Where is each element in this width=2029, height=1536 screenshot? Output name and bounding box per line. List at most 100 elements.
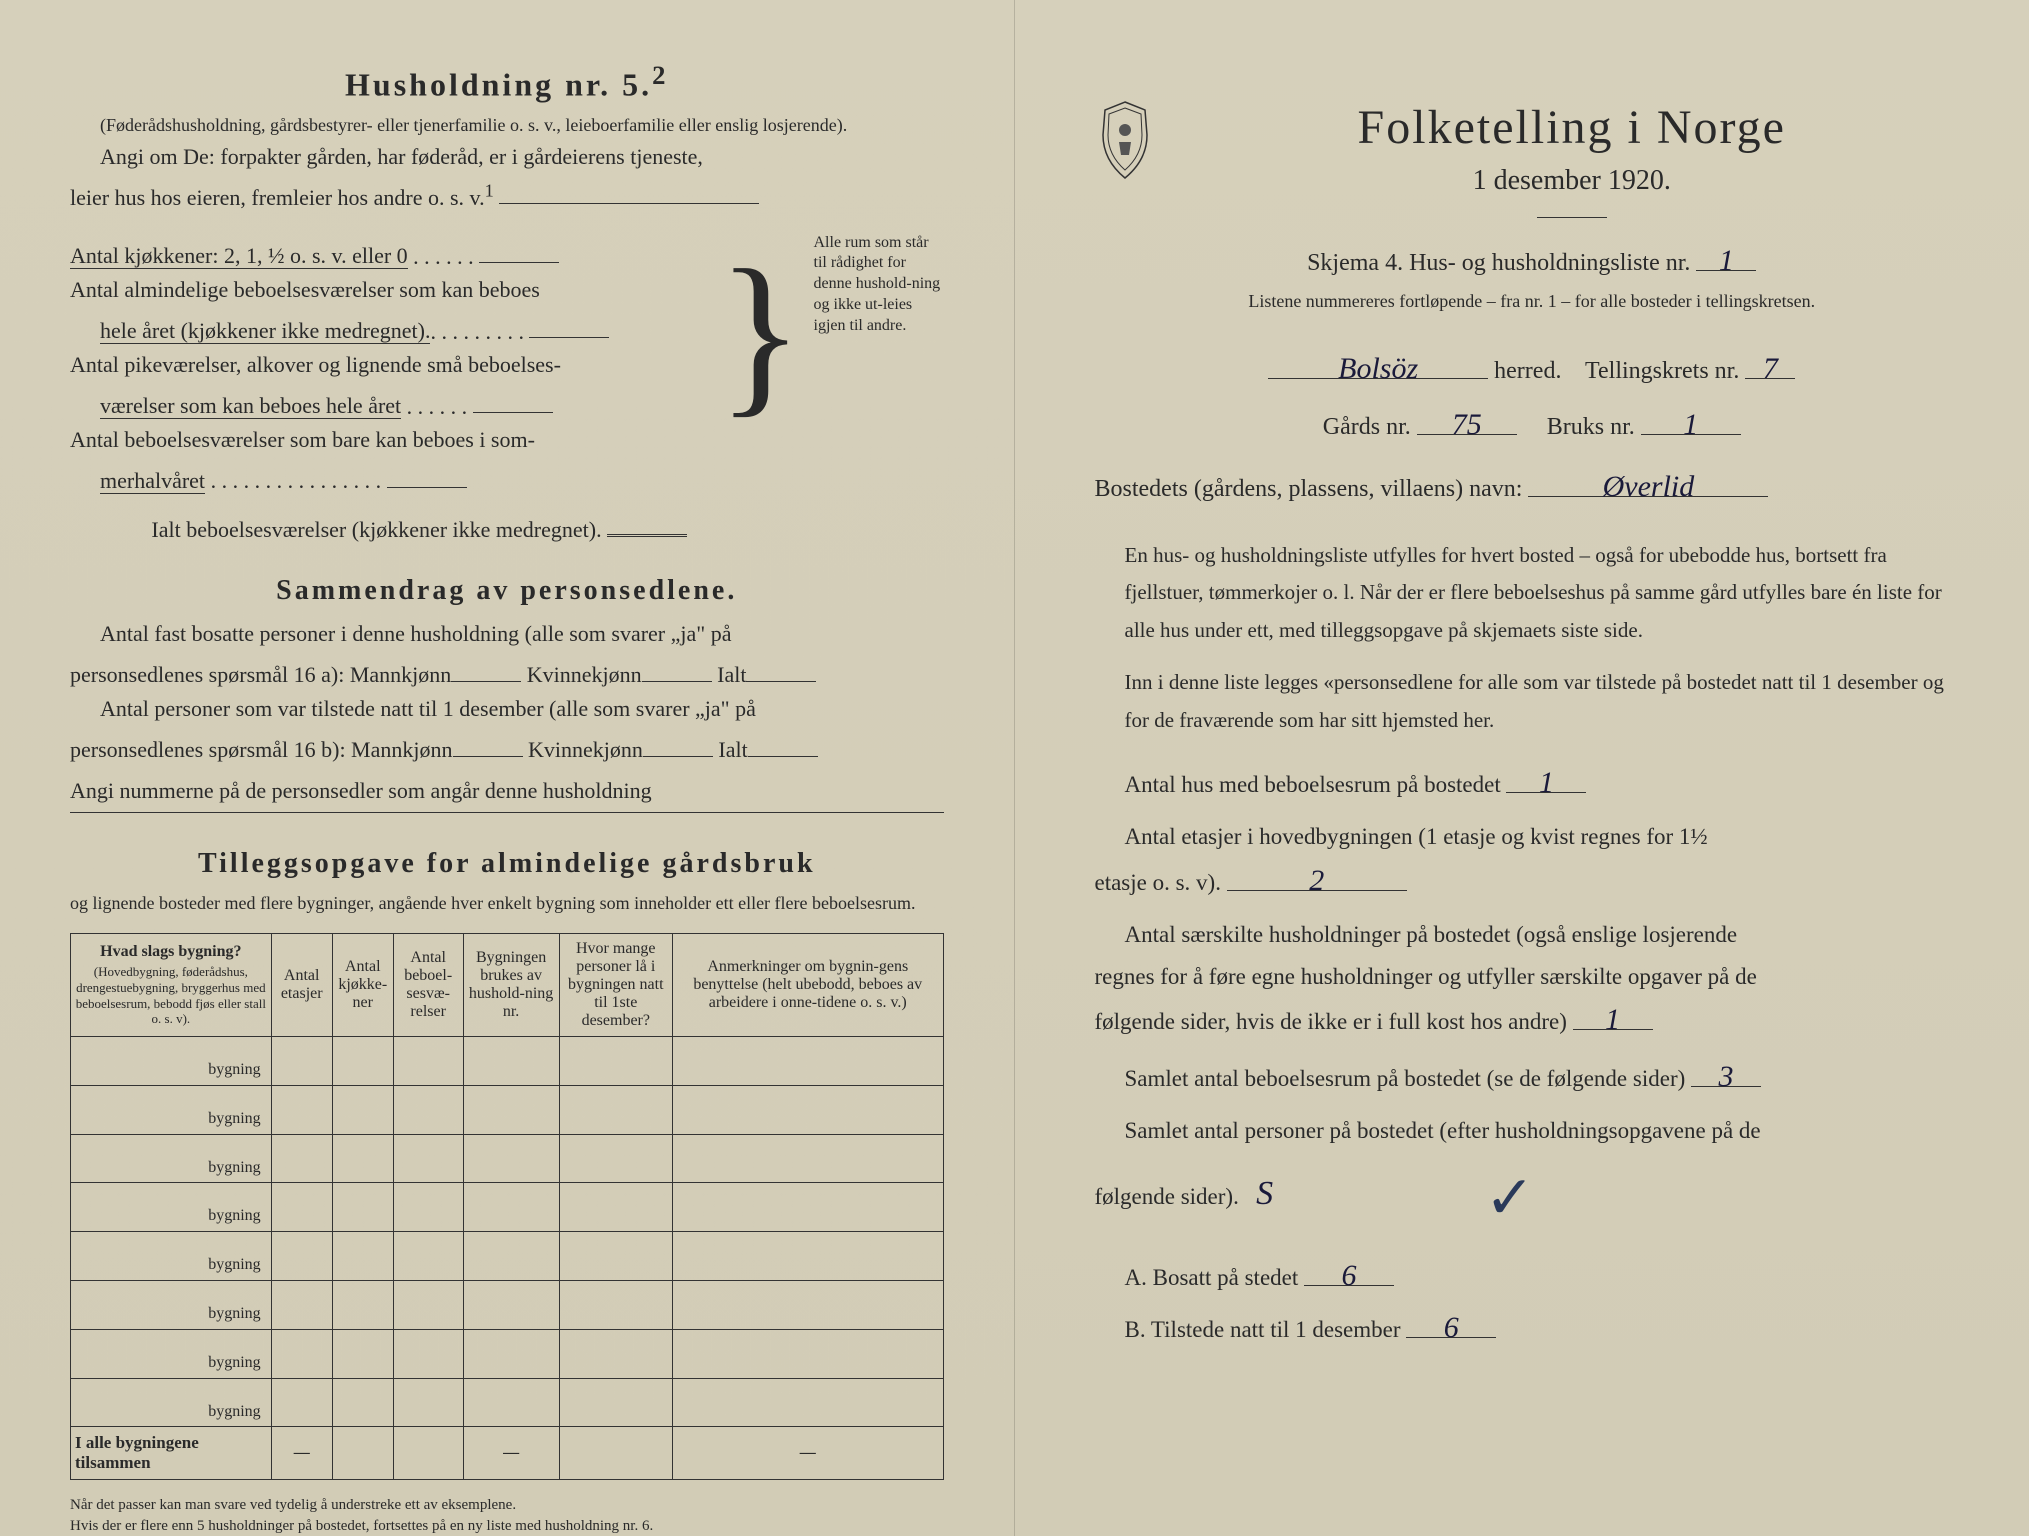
row-cell[interactable]: [672, 1183, 943, 1232]
a-value[interactable]: 6: [1304, 1253, 1394, 1286]
row-blank[interactable]: [98, 1385, 208, 1416]
row-cell[interactable]: [332, 1329, 393, 1378]
row-cell[interactable]: [271, 1329, 332, 1378]
row-cell[interactable]: [271, 1085, 332, 1134]
room-block: Antal kjøkkener: 2, 1, ½ o. s. v. eller …: [70, 233, 944, 548]
row-cell[interactable]: [672, 1281, 943, 1330]
row-cell[interactable]: [559, 1378, 672, 1427]
row-cell[interactable]: [463, 1134, 559, 1183]
row-cell[interactable]: [559, 1281, 672, 1330]
row-cell[interactable]: [393, 1037, 463, 1086]
row-cell[interactable]: [672, 1037, 943, 1086]
kjokken-blank[interactable]: [479, 233, 559, 264]
table-row: bygning: [71, 1183, 944, 1232]
row-cell[interactable]: [559, 1085, 672, 1134]
room-rightnote: Alle rum som står til rådighet for denne…: [814, 233, 944, 337]
row-blank[interactable]: [98, 1287, 208, 1318]
row-cell[interactable]: [672, 1134, 943, 1183]
a-row: A. Bosatt på stedet 6: [1125, 1253, 1970, 1296]
row-cell[interactable]: [393, 1281, 463, 1330]
row-cell[interactable]: [271, 1232, 332, 1281]
samlet-rum-value[interactable]: 3: [1691, 1054, 1761, 1087]
row-cell[interactable]: [332, 1085, 393, 1134]
row-cell[interactable]: [271, 1183, 332, 1232]
row-cell[interactable]: [271, 1134, 332, 1183]
sd-angi-blank[interactable]: [657, 767, 757, 798]
herred-value[interactable]: Bolsöz: [1268, 346, 1488, 379]
row-cell[interactable]: [559, 1134, 672, 1183]
totalrow-cell2[interactable]: [332, 1427, 393, 1480]
sd-mann2[interactable]: [453, 726, 523, 757]
row-label: bygning: [71, 1134, 272, 1183]
th1a: Hvad slags bygning?: [75, 943, 267, 961]
row-cell[interactable]: [672, 1232, 943, 1281]
saer-value[interactable]: 1: [1573, 997, 1653, 1030]
row-cell[interactable]: [393, 1329, 463, 1378]
totalrow-cell3[interactable]: [393, 1427, 463, 1480]
row-cell[interactable]: [271, 1378, 332, 1427]
row-cell[interactable]: [332, 1134, 393, 1183]
etasjer-l1: Antal etasjer i hovedbygningen (1 etasje…: [1125, 816, 1970, 857]
row-blank[interactable]: [98, 1238, 208, 1269]
row-blank[interactable]: [98, 1189, 208, 1220]
sd-ialt1[interactable]: [746, 651, 816, 682]
row-blank[interactable]: [98, 1141, 208, 1172]
angi-blank[interactable]: [499, 174, 759, 205]
row-blank[interactable]: [98, 1336, 208, 1367]
row-cell[interactable]: [393, 1134, 463, 1183]
row-cell[interactable]: [271, 1281, 332, 1330]
bebo1-blank[interactable]: [529, 308, 609, 339]
row-cell[interactable]: [463, 1037, 559, 1086]
row-cell[interactable]: [559, 1037, 672, 1086]
bebo2-blank[interactable]: [473, 383, 553, 414]
row-cell[interactable]: [393, 1085, 463, 1134]
etasjer-value[interactable]: 2: [1227, 858, 1407, 891]
bebo3b-text: merhalvåret: [100, 468, 205, 494]
a-label: A. Bosatt på stedet: [1125, 1265, 1299, 1290]
ialt-blank[interactable]: [607, 506, 687, 537]
row-cell[interactable]: [463, 1378, 559, 1427]
row-cell[interactable]: [393, 1183, 463, 1232]
row-cell[interactable]: [559, 1329, 672, 1378]
row-cell[interactable]: [393, 1232, 463, 1281]
row-cell[interactable]: [332, 1037, 393, 1086]
sd-mann1[interactable]: [451, 651, 521, 682]
household-title-text: Husholdning nr. 5.: [345, 67, 652, 103]
row-cell[interactable]: [463, 1085, 559, 1134]
bruks-value[interactable]: 1: [1641, 402, 1741, 435]
angi-line1: Angi om De: forpakter gården, har føderå…: [100, 140, 944, 174]
row-cell[interactable]: [463, 1183, 559, 1232]
row-cell[interactable]: [332, 1378, 393, 1427]
row-cell[interactable]: [672, 1329, 943, 1378]
row-cell[interactable]: [271, 1037, 332, 1086]
sd-ialt2[interactable]: [748, 726, 818, 757]
tellingskrets-value[interactable]: 7: [1745, 346, 1795, 379]
sd-kvinne2[interactable]: [643, 726, 713, 757]
skjema-value[interactable]: 1: [1696, 238, 1756, 271]
totalrow-cell5[interactable]: [559, 1427, 672, 1480]
row-cell[interactable]: [332, 1183, 393, 1232]
sd-kvinne1[interactable]: [642, 651, 712, 682]
row-cell[interactable]: [559, 1232, 672, 1281]
household-title: Husholdning nr. 5.2: [70, 60, 944, 104]
sammendrag-title: Sammendrag av personsedlene.: [70, 575, 944, 607]
row-cell[interactable]: [393, 1378, 463, 1427]
row-cell[interactable]: [463, 1281, 559, 1330]
angi-line2-text: leier hus hos eieren, fremleier hos andr…: [70, 184, 485, 209]
bostedets-value[interactable]: Øverlid: [1528, 464, 1768, 497]
row-blank[interactable]: [98, 1092, 208, 1123]
row-cell[interactable]: [672, 1378, 943, 1427]
b-value[interactable]: 6: [1406, 1305, 1496, 1338]
row-cell[interactable]: [332, 1281, 393, 1330]
row-cell[interactable]: [559, 1183, 672, 1232]
gards-value[interactable]: 75: [1417, 402, 1517, 435]
row-cell[interactable]: [463, 1329, 559, 1378]
row-cell[interactable]: [332, 1232, 393, 1281]
table-row: bygning: [71, 1085, 944, 1134]
row-cell[interactable]: [672, 1085, 943, 1134]
antal-hus-value[interactable]: 1: [1506, 760, 1586, 793]
bebo3-blank[interactable]: [387, 457, 467, 488]
row-blank[interactable]: [98, 1043, 208, 1074]
row-cell[interactable]: [463, 1232, 559, 1281]
listene-note: Listene nummereres fortløpende – fra nr.…: [1095, 288, 1970, 316]
